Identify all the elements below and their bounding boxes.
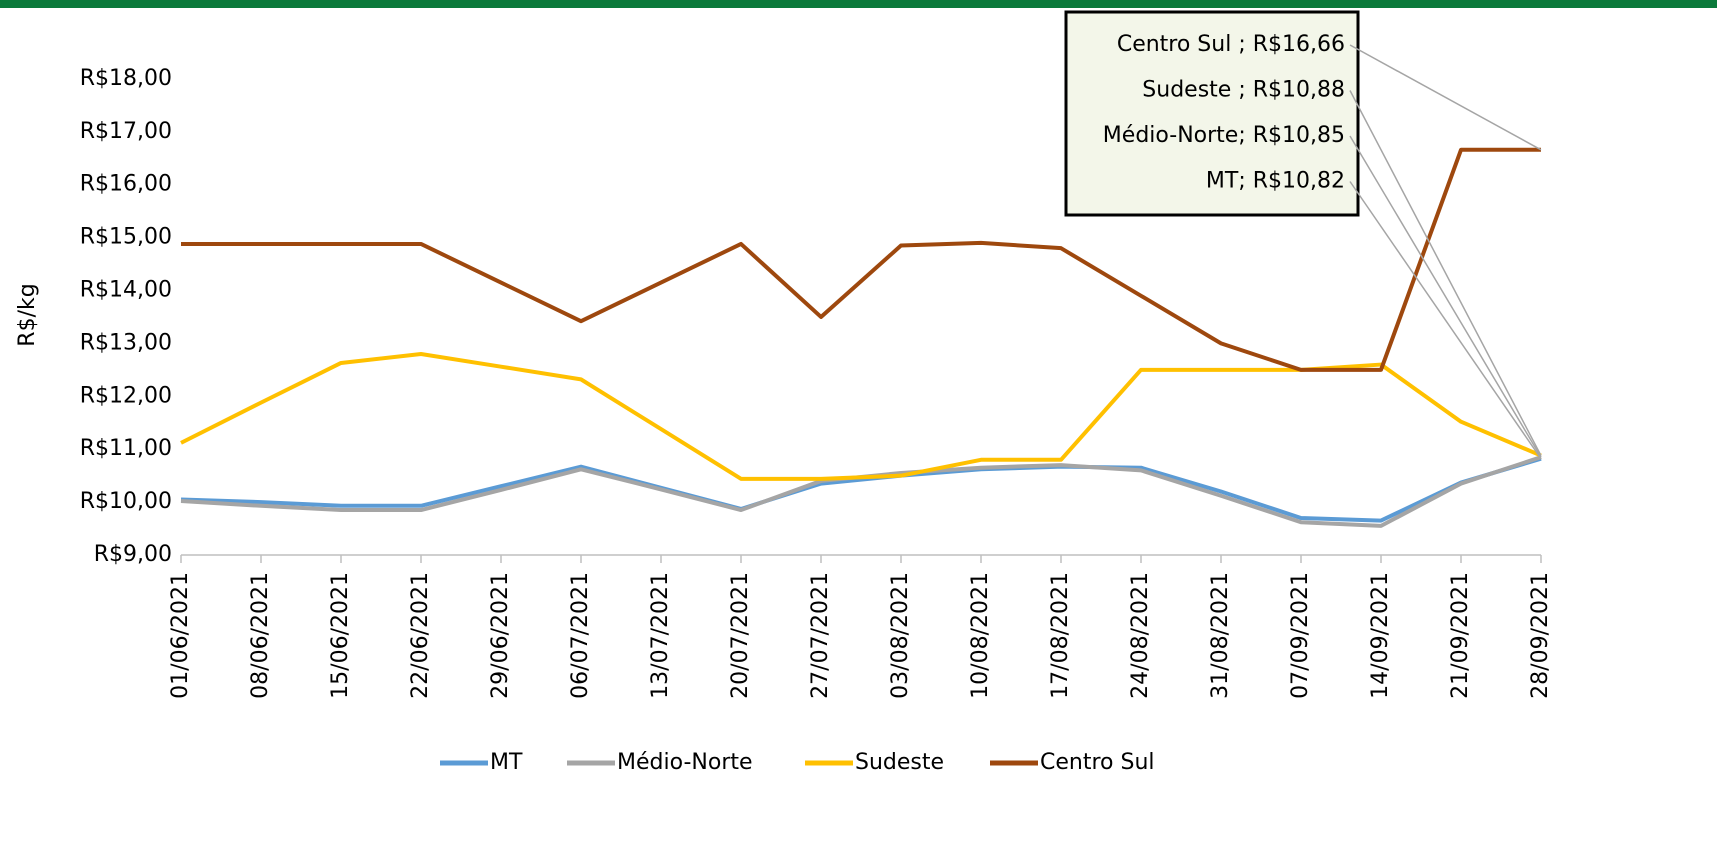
leader-line: [1349, 181, 1542, 460]
y-tick-label: R$12,00: [80, 383, 172, 408]
legend-label: Médio-Norte: [617, 750, 753, 775]
data-label: MT; R$10,82: [1206, 169, 1345, 194]
legend-label: MT: [490, 750, 523, 775]
x-tick-label: 01/06/2021: [168, 572, 193, 699]
y-tick-label: R$13,00: [80, 330, 172, 355]
series-line: [180, 351, 1542, 481]
y-tick-label: R$15,00: [80, 225, 172, 250]
y-tick-label: R$9,00: [94, 542, 172, 567]
x-tick-label: 21/09/2021: [1448, 572, 1473, 699]
series-line: [181, 147, 1541, 372]
y-tick-label: R$11,00: [80, 436, 172, 461]
x-tick-label: 24/08/2021: [1128, 572, 1153, 699]
leader-line: [1349, 90, 1542, 456]
label-callout: [1064, 10, 1360, 217]
x-tick-label: 17/08/2021: [1048, 572, 1073, 699]
leader-line: [1349, 135, 1542, 458]
x-tick-label: 28/09/2021: [1528, 572, 1553, 699]
x-tick-label: 03/08/2021: [888, 572, 913, 699]
series-line: [180, 456, 1542, 523]
y-tick-label: R$14,00: [80, 278, 172, 303]
x-tick-label: 31/08/2021: [1208, 572, 1233, 699]
data-label: Sudeste ; R$10,88: [1142, 78, 1345, 103]
legend-label: Centro Sul: [1040, 750, 1155, 775]
data-label: Médio-Norte; R$10,85: [1103, 123, 1345, 148]
x-tick-label: 08/06/2021: [248, 572, 273, 699]
header-bar: [0, 0, 1717, 8]
series-line: [180, 455, 1542, 528]
x-tick-label: 27/07/2021: [808, 572, 833, 699]
x-tick-label: 15/06/2021: [328, 572, 353, 699]
x-tick-label: 06/07/2021: [568, 572, 593, 699]
x-tick-label: 14/09/2021: [1368, 572, 1393, 699]
x-tick-label: 22/06/2021: [408, 572, 433, 699]
y-tick-label: R$17,00: [80, 119, 172, 144]
x-tick-label: 10/08/2021: [968, 572, 993, 699]
x-tick-label: 07/09/2021: [1288, 572, 1313, 699]
legend-label: Sudeste: [855, 750, 944, 775]
y-tick-label: R$18,00: [80, 66, 172, 91]
x-tick-label: 29/06/2021: [488, 572, 513, 699]
x-tick-label: 20/07/2021: [728, 572, 753, 699]
x-tick-label: 13/07/2021: [648, 572, 673, 699]
y-axis-label: R$/kg: [15, 283, 40, 346]
data-label: Centro Sul ; R$16,66: [1117, 32, 1345, 57]
leader-line: [1349, 44, 1542, 151]
y-tick-label: R$10,00: [80, 489, 172, 514]
y-tick-label: R$16,00: [80, 172, 172, 197]
